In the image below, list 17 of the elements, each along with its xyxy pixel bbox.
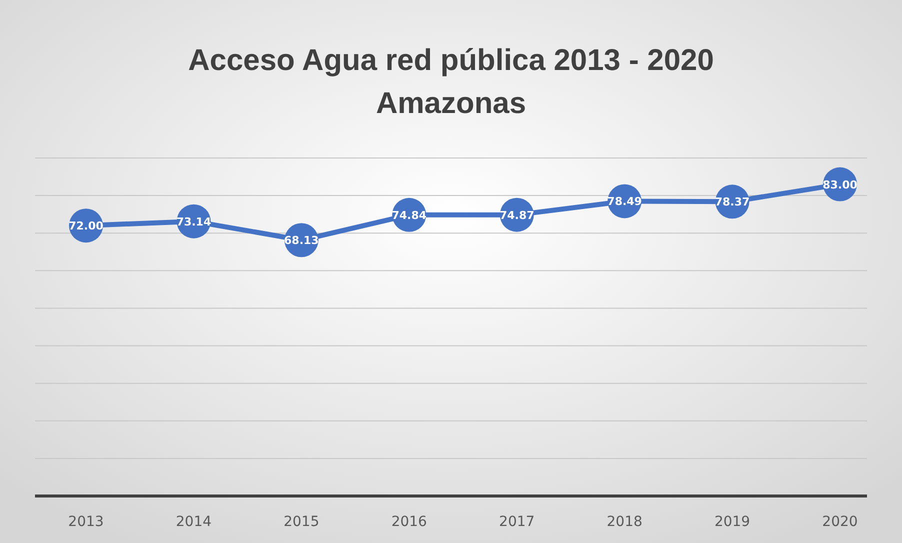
x-tick-label: 2018 bbox=[606, 514, 642, 530]
x-tick-label: 2019 bbox=[714, 514, 750, 530]
data-label: 73.14 bbox=[176, 215, 212, 228]
data-label: 78.37 bbox=[714, 196, 750, 209]
x-tick-label: 2013 bbox=[68, 514, 104, 530]
data-label: 72.00 bbox=[68, 220, 104, 233]
data-label: 78.49 bbox=[607, 195, 642, 208]
data-label: 74.84 bbox=[392, 208, 427, 222]
data-label: 74.87 bbox=[499, 208, 534, 222]
x-tick-label: 2017 bbox=[499, 514, 535, 530]
x-tick-label: 2020 bbox=[822, 514, 858, 530]
data-label: 83.00 bbox=[822, 178, 858, 192]
x-tick-label: 2016 bbox=[391, 514, 428, 530]
x-tick-label: 2014 bbox=[176, 514, 212, 530]
x-tick-label: 2015 bbox=[284, 514, 320, 530]
data-label: 68.13 bbox=[284, 234, 319, 248]
chart-title: Acceso Agua red pública 2013 - 2020 Amazonas bbox=[188, 44, 714, 120]
